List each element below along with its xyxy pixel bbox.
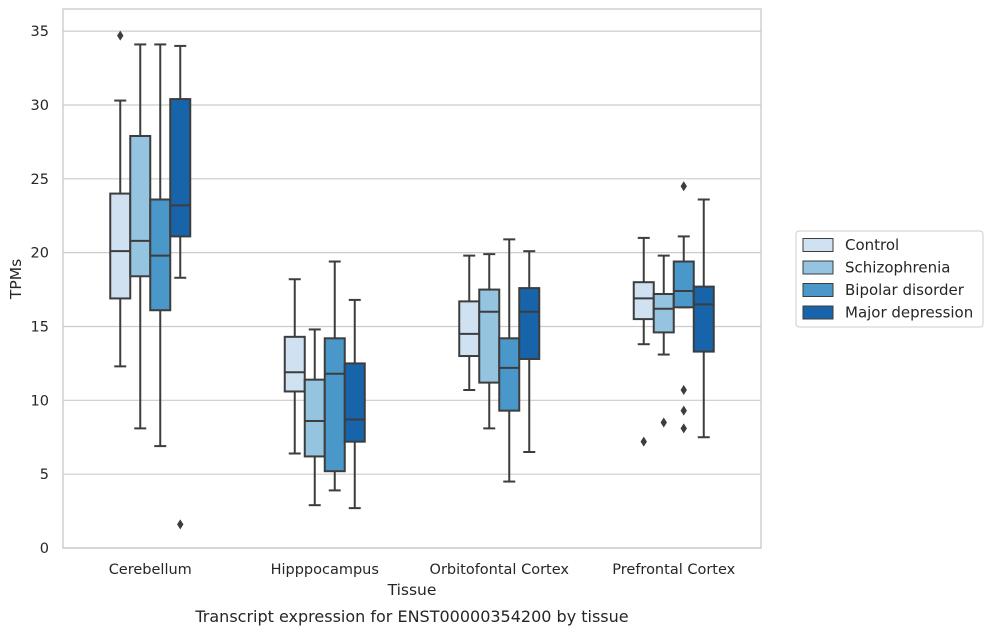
outlier-point bbox=[680, 181, 687, 192]
iqr-box bbox=[303, 378, 326, 458]
y-tick-label: 25 bbox=[31, 172, 49, 188]
iqr-box bbox=[632, 281, 655, 321]
iqr-box bbox=[478, 288, 501, 384]
legend-swatch bbox=[802, 305, 834, 320]
iqr-box bbox=[672, 260, 695, 309]
y-tick-label: 35 bbox=[31, 24, 49, 40]
y-tick-label: 30 bbox=[31, 98, 49, 114]
box-schizophrenia bbox=[478, 253, 501, 430]
outlier-point bbox=[680, 423, 687, 434]
box-bipolar-disorder bbox=[323, 260, 346, 492]
x-tick-label: Prefrontal Cortex bbox=[612, 562, 735, 578]
iqr-box bbox=[692, 285, 715, 353]
box-major-depression bbox=[169, 44, 192, 530]
box-control bbox=[283, 278, 306, 455]
box-schizophrenia bbox=[129, 43, 152, 430]
iqr-box bbox=[343, 362, 366, 443]
box-groups bbox=[109, 30, 715, 530]
x-axis-label: Tissue bbox=[387, 581, 437, 599]
box-control bbox=[109, 30, 132, 368]
box-major-depression bbox=[518, 250, 541, 454]
y-tick-label: 20 bbox=[31, 246, 49, 262]
outlier-point bbox=[680, 384, 687, 395]
y-tick-labels: 0 5 10 15 20 25 30 35 bbox=[31, 24, 49, 557]
y-tick-label: 0 bbox=[40, 541, 49, 557]
iqr-box bbox=[518, 287, 541, 360]
x-tick-label: Hipppocampus bbox=[271, 562, 379, 578]
plot-frame bbox=[62, 8, 762, 549]
chart-caption: Transcript expression for ENST0000035420… bbox=[194, 607, 628, 626]
outlier-point bbox=[117, 30, 124, 41]
outlier-point bbox=[640, 436, 647, 447]
x-tick-label: Orbitofontal Cortex bbox=[430, 562, 570, 578]
box-bipolar-disorder bbox=[672, 181, 695, 434]
box-control bbox=[632, 236, 655, 447]
legend-label: Schizophrenia bbox=[845, 259, 950, 277]
box-schizophrenia bbox=[652, 254, 675, 428]
iqr-box bbox=[169, 98, 192, 238]
box-bipolar-disorder bbox=[149, 43, 172, 448]
iqr-box bbox=[458, 300, 481, 358]
outlier-point bbox=[177, 519, 184, 530]
legend: Control Schizophrenia Bipolar disorder Majo… bbox=[795, 230, 984, 328]
iqr-box bbox=[109, 192, 132, 300]
legend-label: Control bbox=[845, 236, 899, 254]
legend-label: Bipolar disorder bbox=[845, 281, 965, 299]
legend-swatch bbox=[802, 238, 834, 252]
x-tick-label: Cerebellum bbox=[109, 562, 192, 578]
box-bipolar-disorder bbox=[498, 238, 521, 483]
box-major-depression bbox=[343, 298, 366, 510]
iqr-box bbox=[283, 335, 306, 393]
legend-label: Major depression bbox=[845, 304, 973, 322]
y-axis-label: TPMs bbox=[7, 259, 25, 300]
x-tick-labels: Cerebellum Hipppocampus Orbitofontal Corte… bbox=[109, 562, 736, 578]
iqr-box bbox=[652, 293, 675, 334]
y-tick-label: 15 bbox=[31, 319, 49, 335]
iqr-box bbox=[498, 337, 521, 412]
iqr-box bbox=[129, 134, 152, 278]
box-major-depression bbox=[692, 198, 715, 439]
legend-frame bbox=[795, 230, 984, 328]
legend-swatch bbox=[802, 283, 834, 297]
outlier-point bbox=[680, 405, 687, 416]
iqr-box bbox=[323, 337, 346, 473]
y-tick-label: 10 bbox=[31, 393, 49, 409]
y-tick-label: 5 bbox=[40, 467, 49, 483]
legend-swatch bbox=[802, 260, 834, 275]
outlier-point bbox=[660, 417, 667, 428]
